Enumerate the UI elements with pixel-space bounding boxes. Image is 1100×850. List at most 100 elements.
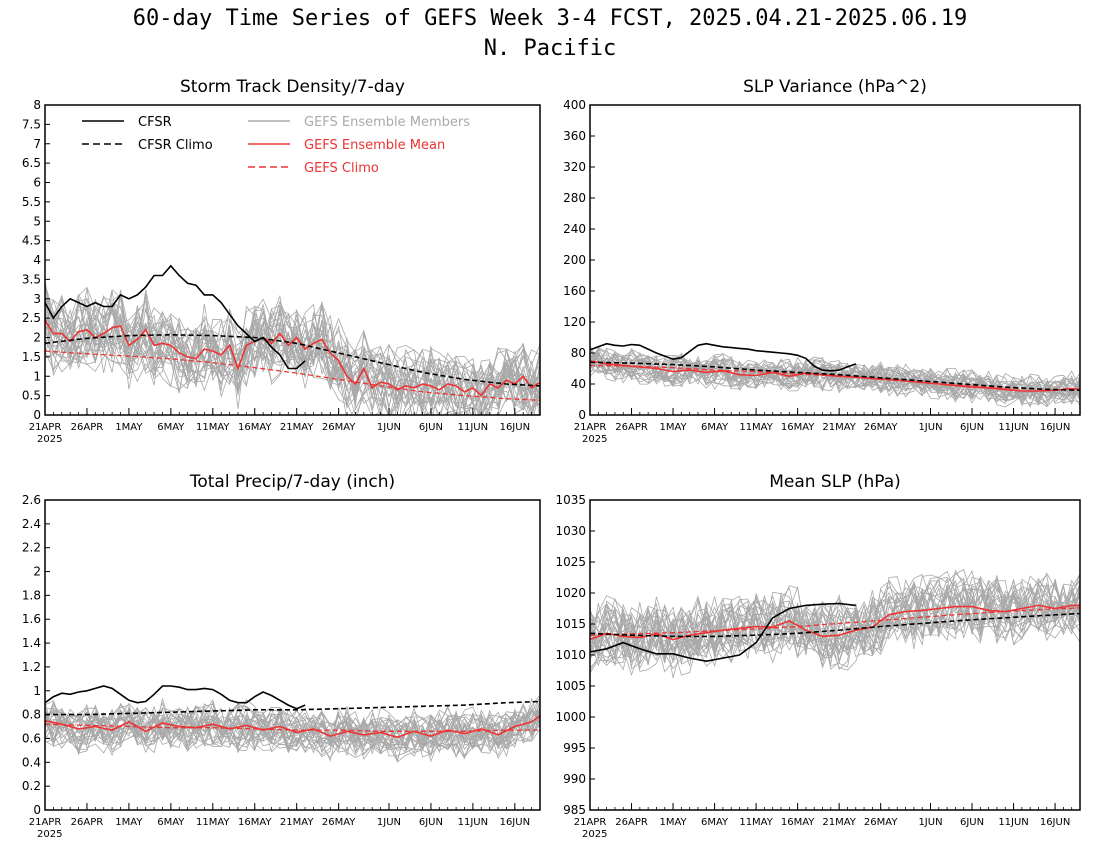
legend-label: GEFS Ensemble Members: [304, 115, 470, 130]
x-tick-label: 16JUN: [500, 422, 530, 433]
ensemble-member-line: [45, 288, 540, 406]
series-gefs-climo: [45, 350, 540, 401]
y-tick-label: 240: [563, 222, 586, 236]
ensemble-member-line: [590, 588, 1080, 674]
x-tick-label: 6JUN: [419, 422, 443, 433]
x-tick-label: 21MAY: [822, 817, 856, 828]
y-tick-label: 1.8: [22, 588, 41, 602]
ensemble-member-line: [45, 700, 540, 749]
x-tick-label: 21APR: [29, 817, 62, 828]
y-tick-label: 8: [33, 98, 41, 112]
series-cfsr-climo: [45, 700, 540, 716]
series-cfsr: [45, 685, 306, 710]
x-tick-label: 6MAY: [701, 422, 729, 433]
plot-frame: [44, 499, 541, 811]
y-tick-label: 360: [563, 129, 586, 143]
x-year-label: 2025: [582, 829, 607, 840]
ensemble-member-line: [590, 570, 1080, 646]
x-tick-label: 6MAY: [157, 422, 185, 433]
ensemble-member-line: [590, 582, 1080, 667]
y-tick-label: 1: [33, 684, 41, 698]
y-tick-label: 0.5: [22, 389, 41, 403]
y-tick-label: 1035: [555, 493, 586, 507]
panel-title: Mean SLP (hPa): [769, 472, 901, 492]
y-tick-label: 160: [563, 284, 586, 298]
panel-title: SLP Variance (hPa^2): [743, 77, 927, 97]
x-year-label: 2025: [37, 829, 62, 840]
x-tick-label: 6JUN: [419, 817, 443, 828]
x-tick-label: 21MAY: [822, 422, 856, 433]
x-tick-label: 26APR: [615, 817, 648, 828]
x-tick-label: 16JUN: [1040, 817, 1070, 828]
ensemble-member-line: [590, 351, 1080, 401]
x-tick-label: 16MAY: [781, 422, 815, 433]
x-year-label: 2025: [582, 434, 607, 445]
y-tick-label: 7.5: [22, 117, 41, 131]
x-tick-label: 11JUN: [998, 422, 1028, 433]
ensemble-member-line: [45, 280, 540, 411]
y-tick-label: 120: [563, 315, 586, 329]
y-tick-label: 5: [33, 214, 41, 228]
y-tick-label: 1005: [555, 679, 586, 693]
x-tick-label: 26APR: [71, 817, 104, 828]
y-tick-label: 0: [33, 408, 41, 422]
y-tick-label: 1.6: [22, 612, 41, 626]
panel-2: SLP Variance (hPa^2) 0 40 80 120 160 200 240 280…: [563, 77, 1081, 445]
panel-title: Total Precip/7-day (inch): [189, 472, 395, 492]
ensemble-member-line: [590, 348, 1080, 403]
panel-3: Total Precip/7-day (inch)00.20.40.60.811…: [22, 472, 541, 840]
panel-1: Storm Track Density/7-day 0 0.5 1 1.5 2 2.5 3 3.…: [22, 77, 541, 445]
series-cfsr: [590, 342, 857, 372]
x-tick-label: 26APR: [71, 422, 104, 433]
x-tick-label: 21APR: [29, 422, 62, 433]
y-tick-label: 5.5: [22, 195, 41, 209]
series-gefs-ensemble-mean: [590, 360, 1080, 392]
panel-4: Mean SLP (hPa) 985 990 995 1000 1005 1010 1015 1…: [555, 472, 1081, 840]
y-tick-label: 400: [563, 98, 586, 112]
ensemble-member-line: [45, 295, 540, 415]
ensemble-member-line: [45, 315, 540, 415]
x-tick-label: 1JUN: [377, 422, 401, 433]
ensemble-member-line: [590, 593, 1080, 679]
ensemble-member-line: [45, 711, 540, 762]
x-tick-label: 1MAY: [659, 422, 687, 433]
ensemble-member-line: [590, 587, 1080, 672]
y-tick-label: 280: [563, 191, 586, 205]
ensemble-member-line: [45, 297, 540, 415]
y-tick-label: 1.2: [22, 660, 41, 674]
y-tick-label: 6: [33, 176, 41, 190]
y-tick-label: 1030: [555, 524, 586, 538]
x-tick-label: 6JUN: [960, 422, 984, 433]
y-tick-label: 4: [33, 253, 41, 267]
y-tick-label: 1.4: [22, 636, 41, 650]
x-tick-label: 6MAY: [157, 817, 185, 828]
x-tick-label: 1MAY: [659, 817, 687, 828]
ensemble-member-line: [45, 298, 540, 415]
y-tick-label: 4.5: [22, 234, 41, 248]
y-tick-label: 0: [578, 408, 586, 422]
x-tick-label: 21MAY: [280, 817, 314, 828]
figure-subtitle: N. Pacific: [483, 36, 617, 61]
y-tick-label: 1015: [555, 617, 586, 631]
series-gefs-ensemble-mean: [45, 715, 540, 739]
x-tick-label: 6JUN: [960, 817, 984, 828]
y-tick-label: 6.5: [22, 156, 41, 170]
x-tick-label: 11JUN: [998, 817, 1028, 828]
x-tick-label: 21APR: [574, 817, 607, 828]
y-tick-label: 985: [563, 803, 586, 817]
x-tick-label: 1MAY: [115, 817, 143, 828]
ensemble-members: [590, 569, 1080, 679]
ensemble-member-line: [590, 581, 1080, 664]
y-tick-label: 80: [571, 346, 586, 360]
x-tick-label: 21MAY: [280, 422, 314, 433]
y-tick-label: 200: [563, 253, 586, 267]
x-tick-label: 26MAY: [864, 817, 898, 828]
x-tick-label: 11JUN: [458, 817, 488, 828]
ensemble-member-line: [590, 580, 1080, 668]
y-tick-label: 0.2: [22, 779, 41, 793]
x-tick-label: 11JUN: [458, 422, 488, 433]
x-tick-label: 1JUN: [377, 817, 401, 828]
y-tick-label: 2.2: [22, 541, 41, 555]
y-tick-label: 0: [33, 803, 41, 817]
